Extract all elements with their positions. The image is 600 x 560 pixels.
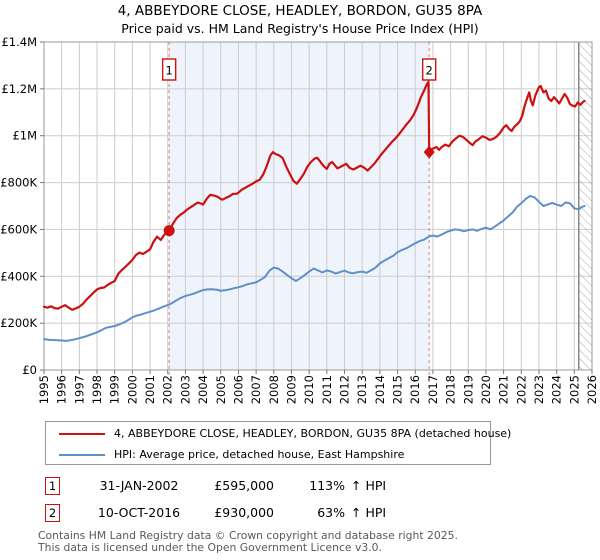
legend-item-property: 4, ABBEYDORE CLOSE, HEADLEY, BORDON, GU3… xyxy=(46,423,511,444)
x-tick-label: 2021 xyxy=(497,375,511,404)
ownership-period-band xyxy=(169,42,430,370)
x-tick-label: 1997 xyxy=(72,375,86,404)
x-tick-label: 1999 xyxy=(108,375,122,404)
x-tick-label: 2008 xyxy=(267,375,281,404)
legend-item-hpi: HPI: Average price, detached house, East… xyxy=(46,444,490,465)
y-tick-label: £400K xyxy=(0,269,37,283)
x-tick-label: 1996 xyxy=(55,375,69,404)
transaction-2-price: £930,000 xyxy=(214,505,274,520)
transaction-2-date: 10-OCT-2016 xyxy=(97,505,181,520)
footer-line-2: This data is licensed under the Open Gov… xyxy=(38,540,382,554)
x-tick-label: 1995 xyxy=(37,375,51,404)
x-tick-label: 2012 xyxy=(338,375,352,404)
x-tick-label: 2006 xyxy=(231,375,245,404)
hpi-series-line xyxy=(43,194,586,342)
copyright-footer: Contains HM Land Registry data © Crown c… xyxy=(38,530,598,553)
legend-label-property: 4, ABBEYDORE CLOSE, HEADLEY, BORDON, GU3… xyxy=(114,427,512,440)
x-tick-label: 2003 xyxy=(178,375,192,404)
x-tick-label: 2002 xyxy=(161,375,175,404)
x-tick-label: 2018 xyxy=(444,375,458,404)
axes xyxy=(40,41,593,374)
x-tick-label: 2026 xyxy=(585,375,599,404)
x-tick-label: 2011 xyxy=(320,375,334,404)
sale-marker-2 xyxy=(423,145,435,159)
y-tick-label: £200K xyxy=(0,316,37,330)
y-tick-label: £1M xyxy=(12,129,37,143)
x-tick-label: 2025 xyxy=(567,375,581,404)
page-title: 4, ABBEYDORE CLOSE, HEADLEY, BORDON, GU3… xyxy=(117,3,483,19)
x-tick-label: 2004 xyxy=(196,375,210,404)
transaction-1-marker-badge: 1 xyxy=(45,477,60,495)
y-tick-label: £0 xyxy=(22,363,37,377)
x-tick-label: 2019 xyxy=(461,375,475,404)
x-tick-label: 2016 xyxy=(408,375,422,404)
legend-label-hpi: HPI: Average price, detached house, East… xyxy=(114,448,405,461)
x-tick-label: 2010 xyxy=(302,375,316,404)
property-series-line xyxy=(42,80,586,311)
x-tick-label: 2009 xyxy=(284,375,298,404)
x-tick-label: 2015 xyxy=(391,375,405,404)
y-tick-label: £1.2M xyxy=(1,82,37,96)
x-tick-label: 2022 xyxy=(514,375,528,404)
transaction-row-1: 1 31-JAN-2002 £595,000 113% ↑ HPI xyxy=(0,477,600,497)
marker-label-text-1: 1 xyxy=(165,64,172,78)
transaction-1-hpi-direction: ↑ HPI xyxy=(351,478,387,493)
transaction-1-hpi-percent: 113% xyxy=(309,478,345,493)
transaction-2-marker-badge: 2 xyxy=(45,504,60,522)
transaction-2-hpi-direction: ↑ HPI xyxy=(351,505,387,520)
transaction-row-2: 2 10-OCT-2016 £930,000 63% ↑ HPI xyxy=(0,504,600,524)
gridlines xyxy=(43,41,593,371)
marker-label-box-1 xyxy=(161,58,177,81)
transaction-1-price: £595,000 xyxy=(214,478,274,493)
marker-label-box-2 xyxy=(421,58,437,81)
x-tick-label: 2023 xyxy=(532,375,546,404)
x-tick-label: 2024 xyxy=(550,375,564,404)
x-tick-label: 2014 xyxy=(373,375,387,404)
x-tick-label: 2005 xyxy=(214,375,228,404)
legend: 4, ABBEYDORE CLOSE, HEADLEY, BORDON, GU3… xyxy=(45,421,511,465)
x-tick-label: 2013 xyxy=(355,375,369,404)
x-tick-label: 2000 xyxy=(125,375,139,404)
x-tick-label: 2007 xyxy=(249,375,263,404)
footer-line-1: Contains HM Land Registry data © Crown c… xyxy=(38,529,458,542)
x-tick-label: 2001 xyxy=(143,375,157,404)
y-tick-label: £600K xyxy=(0,222,37,236)
property-line-swatch xyxy=(59,433,105,435)
transaction-1-date: 31-JAN-2002 xyxy=(99,478,179,493)
page-subtitle: Price paid vs. HM Land Registry's House … xyxy=(121,21,479,36)
y-tick-label: £1.4M xyxy=(1,35,37,49)
y-tick-label: £800K xyxy=(0,176,37,190)
x-tick-label: 2017 xyxy=(426,375,440,404)
x-tick-label: 1998 xyxy=(90,375,104,404)
shaded-ownership-band xyxy=(169,42,430,370)
hpi-line-swatch xyxy=(59,454,105,456)
x-tick-label: 2020 xyxy=(479,375,493,404)
sale-marker-1 xyxy=(163,225,175,237)
series-lines xyxy=(42,80,586,342)
marker-label-text-2: 2 xyxy=(426,64,433,78)
transaction-2-hpi-percent: 63% xyxy=(317,505,345,520)
